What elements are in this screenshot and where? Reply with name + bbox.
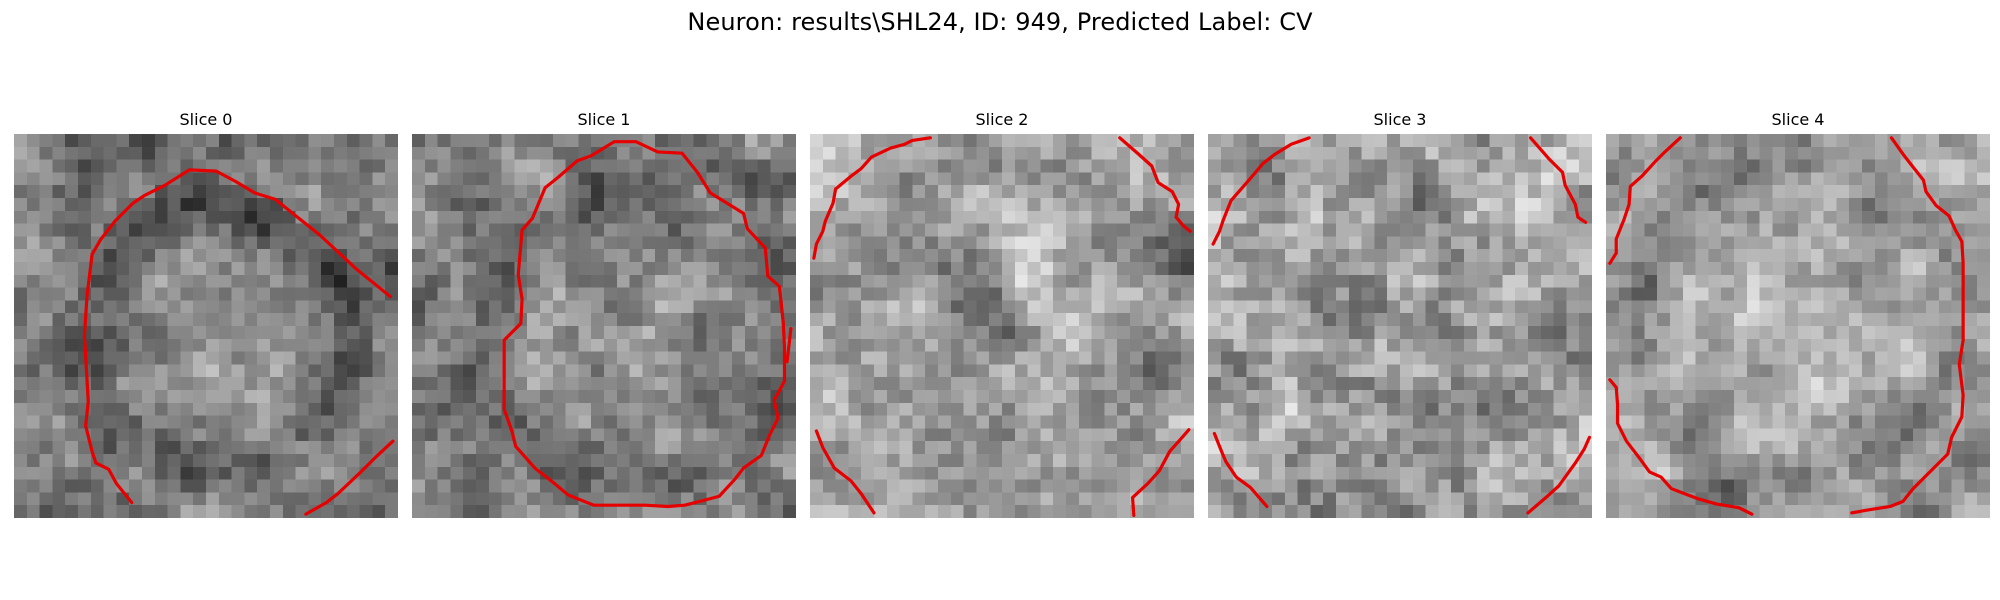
neuron-contour-1	[502, 140, 793, 509]
neuron-contour-4	[1608, 136, 1965, 516]
slice-image-3	[1208, 134, 1592, 518]
slice-title-4: Slice 4	[1771, 110, 1825, 129]
slice-image-0	[14, 134, 398, 518]
grayscale-slice-3	[1208, 134, 1592, 518]
grayscale-slice-1	[412, 134, 796, 518]
slice-title-3: Slice 3	[1373, 110, 1427, 129]
slice-panel-0: Slice 0	[14, 108, 398, 528]
grayscale-slice-4	[1606, 134, 1990, 518]
slice-panel-4: Slice 4	[1606, 108, 1990, 528]
grayscale-slice-0	[14, 134, 398, 518]
neuron-contour-3	[1211, 136, 1592, 515]
grayscale-slice-2	[810, 134, 1194, 518]
slice-title-0: Slice 0	[179, 110, 233, 129]
slice-panel-1: Slice 1	[412, 108, 796, 528]
slice-panel-3: Slice 3	[1208, 108, 1592, 528]
slice-title-1: Slice 1	[577, 110, 631, 129]
neuron-contour-2	[812, 136, 1192, 518]
slice-title-2: Slice 2	[975, 110, 1029, 129]
slice-panel-2: Slice 2	[810, 108, 1194, 528]
slice-image-4	[1606, 134, 1990, 518]
slice-image-2	[810, 134, 1194, 518]
figure-title: Neuron: results\SHL24, ID: 949, Predicte…	[687, 8, 1313, 36]
neuron-contour-0	[82, 168, 395, 516]
slice-image-1	[412, 134, 796, 518]
